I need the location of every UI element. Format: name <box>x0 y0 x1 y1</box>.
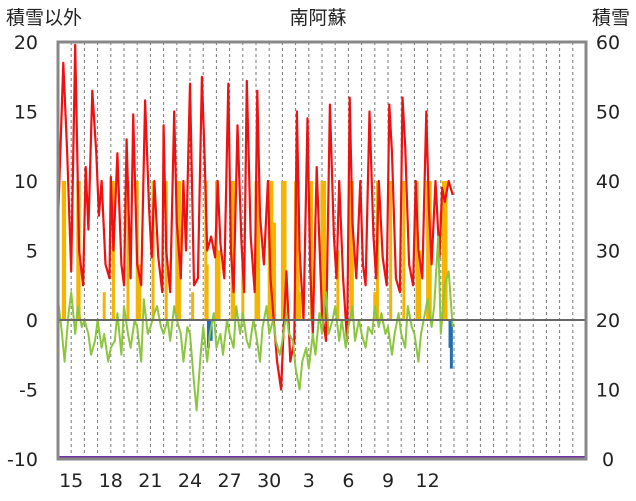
sunshine-bar <box>389 181 393 320</box>
sunshine-bar <box>320 181 324 320</box>
sunshine-bar <box>298 292 302 320</box>
sunshine-bar <box>296 181 300 320</box>
x-tick-label: 21 <box>138 470 162 492</box>
left-tick-label: 20 <box>14 32 38 54</box>
sunshine-bar <box>283 181 287 320</box>
sunshine-bar <box>323 181 327 320</box>
right-tick-label: 30 <box>596 241 620 263</box>
precip_temp-line <box>57 235 454 412</box>
left-tick-label: -10 <box>7 449 38 471</box>
x-tick-label: 24 <box>178 470 202 492</box>
x-tick-label: 12 <box>416 470 440 492</box>
sunshine-bar <box>126 181 130 320</box>
sunshine-bar <box>175 181 179 320</box>
sunshine-bar <box>102 292 106 320</box>
sunshine-bar <box>63 181 67 320</box>
sunshine-bar <box>205 264 209 320</box>
sunshine-bar <box>350 181 354 320</box>
x-tick-label: 3 <box>303 470 315 492</box>
sunshine-bar <box>280 181 284 320</box>
right-tick-label: 40 <box>596 171 620 193</box>
x-tick-label: 27 <box>218 470 242 492</box>
sunshine-bar <box>191 292 195 320</box>
left-axis-label: 積雪以外 <box>6 7 82 29</box>
left-tick-label: 0 <box>26 310 38 332</box>
negative-bar <box>449 320 453 369</box>
x-tick-label: 15 <box>59 470 83 492</box>
left-tick-label: -5 <box>19 380 38 402</box>
sunshine-bar <box>402 181 406 320</box>
sunshine-bar <box>426 181 430 320</box>
left-tick-label: 15 <box>14 102 38 124</box>
right-tick-label: 10 <box>596 380 620 402</box>
sunshine-bar <box>418 250 422 320</box>
sunshine-bar <box>270 181 274 320</box>
temperature-line <box>56 43 454 391</box>
negative-bar <box>206 320 210 348</box>
sunshine-bar <box>441 181 445 320</box>
x-tick-label: 30 <box>257 470 281 492</box>
sunshine-bar <box>415 181 419 320</box>
sunshine-bar <box>336 250 340 320</box>
right-tick-label: 20 <box>596 310 620 332</box>
right-tick-label: 50 <box>596 102 620 124</box>
right-tick-label: 0 <box>602 449 614 471</box>
left-tick-label: 10 <box>14 171 38 193</box>
x-tick-label: 6 <box>342 470 354 492</box>
x-tick-label: 9 <box>382 470 394 492</box>
sunshine-bar <box>204 181 208 320</box>
left-tick-label: 5 <box>26 241 38 263</box>
sunshine-bar <box>444 181 448 320</box>
chart-title: 南阿蘇 <box>289 7 346 29</box>
x-tick-label: 18 <box>99 470 123 492</box>
sunshine-bar <box>272 222 276 320</box>
right-axis-label: 積雪 <box>592 7 630 29</box>
sunshine-bar <box>257 181 261 320</box>
plot-frame <box>56 40 588 461</box>
sunshine-bar <box>217 250 221 320</box>
sunshine-bar <box>241 264 245 320</box>
sunshine-bar <box>138 264 142 320</box>
right-tick-label: 60 <box>596 32 620 54</box>
sunshine-bar <box>309 181 313 320</box>
